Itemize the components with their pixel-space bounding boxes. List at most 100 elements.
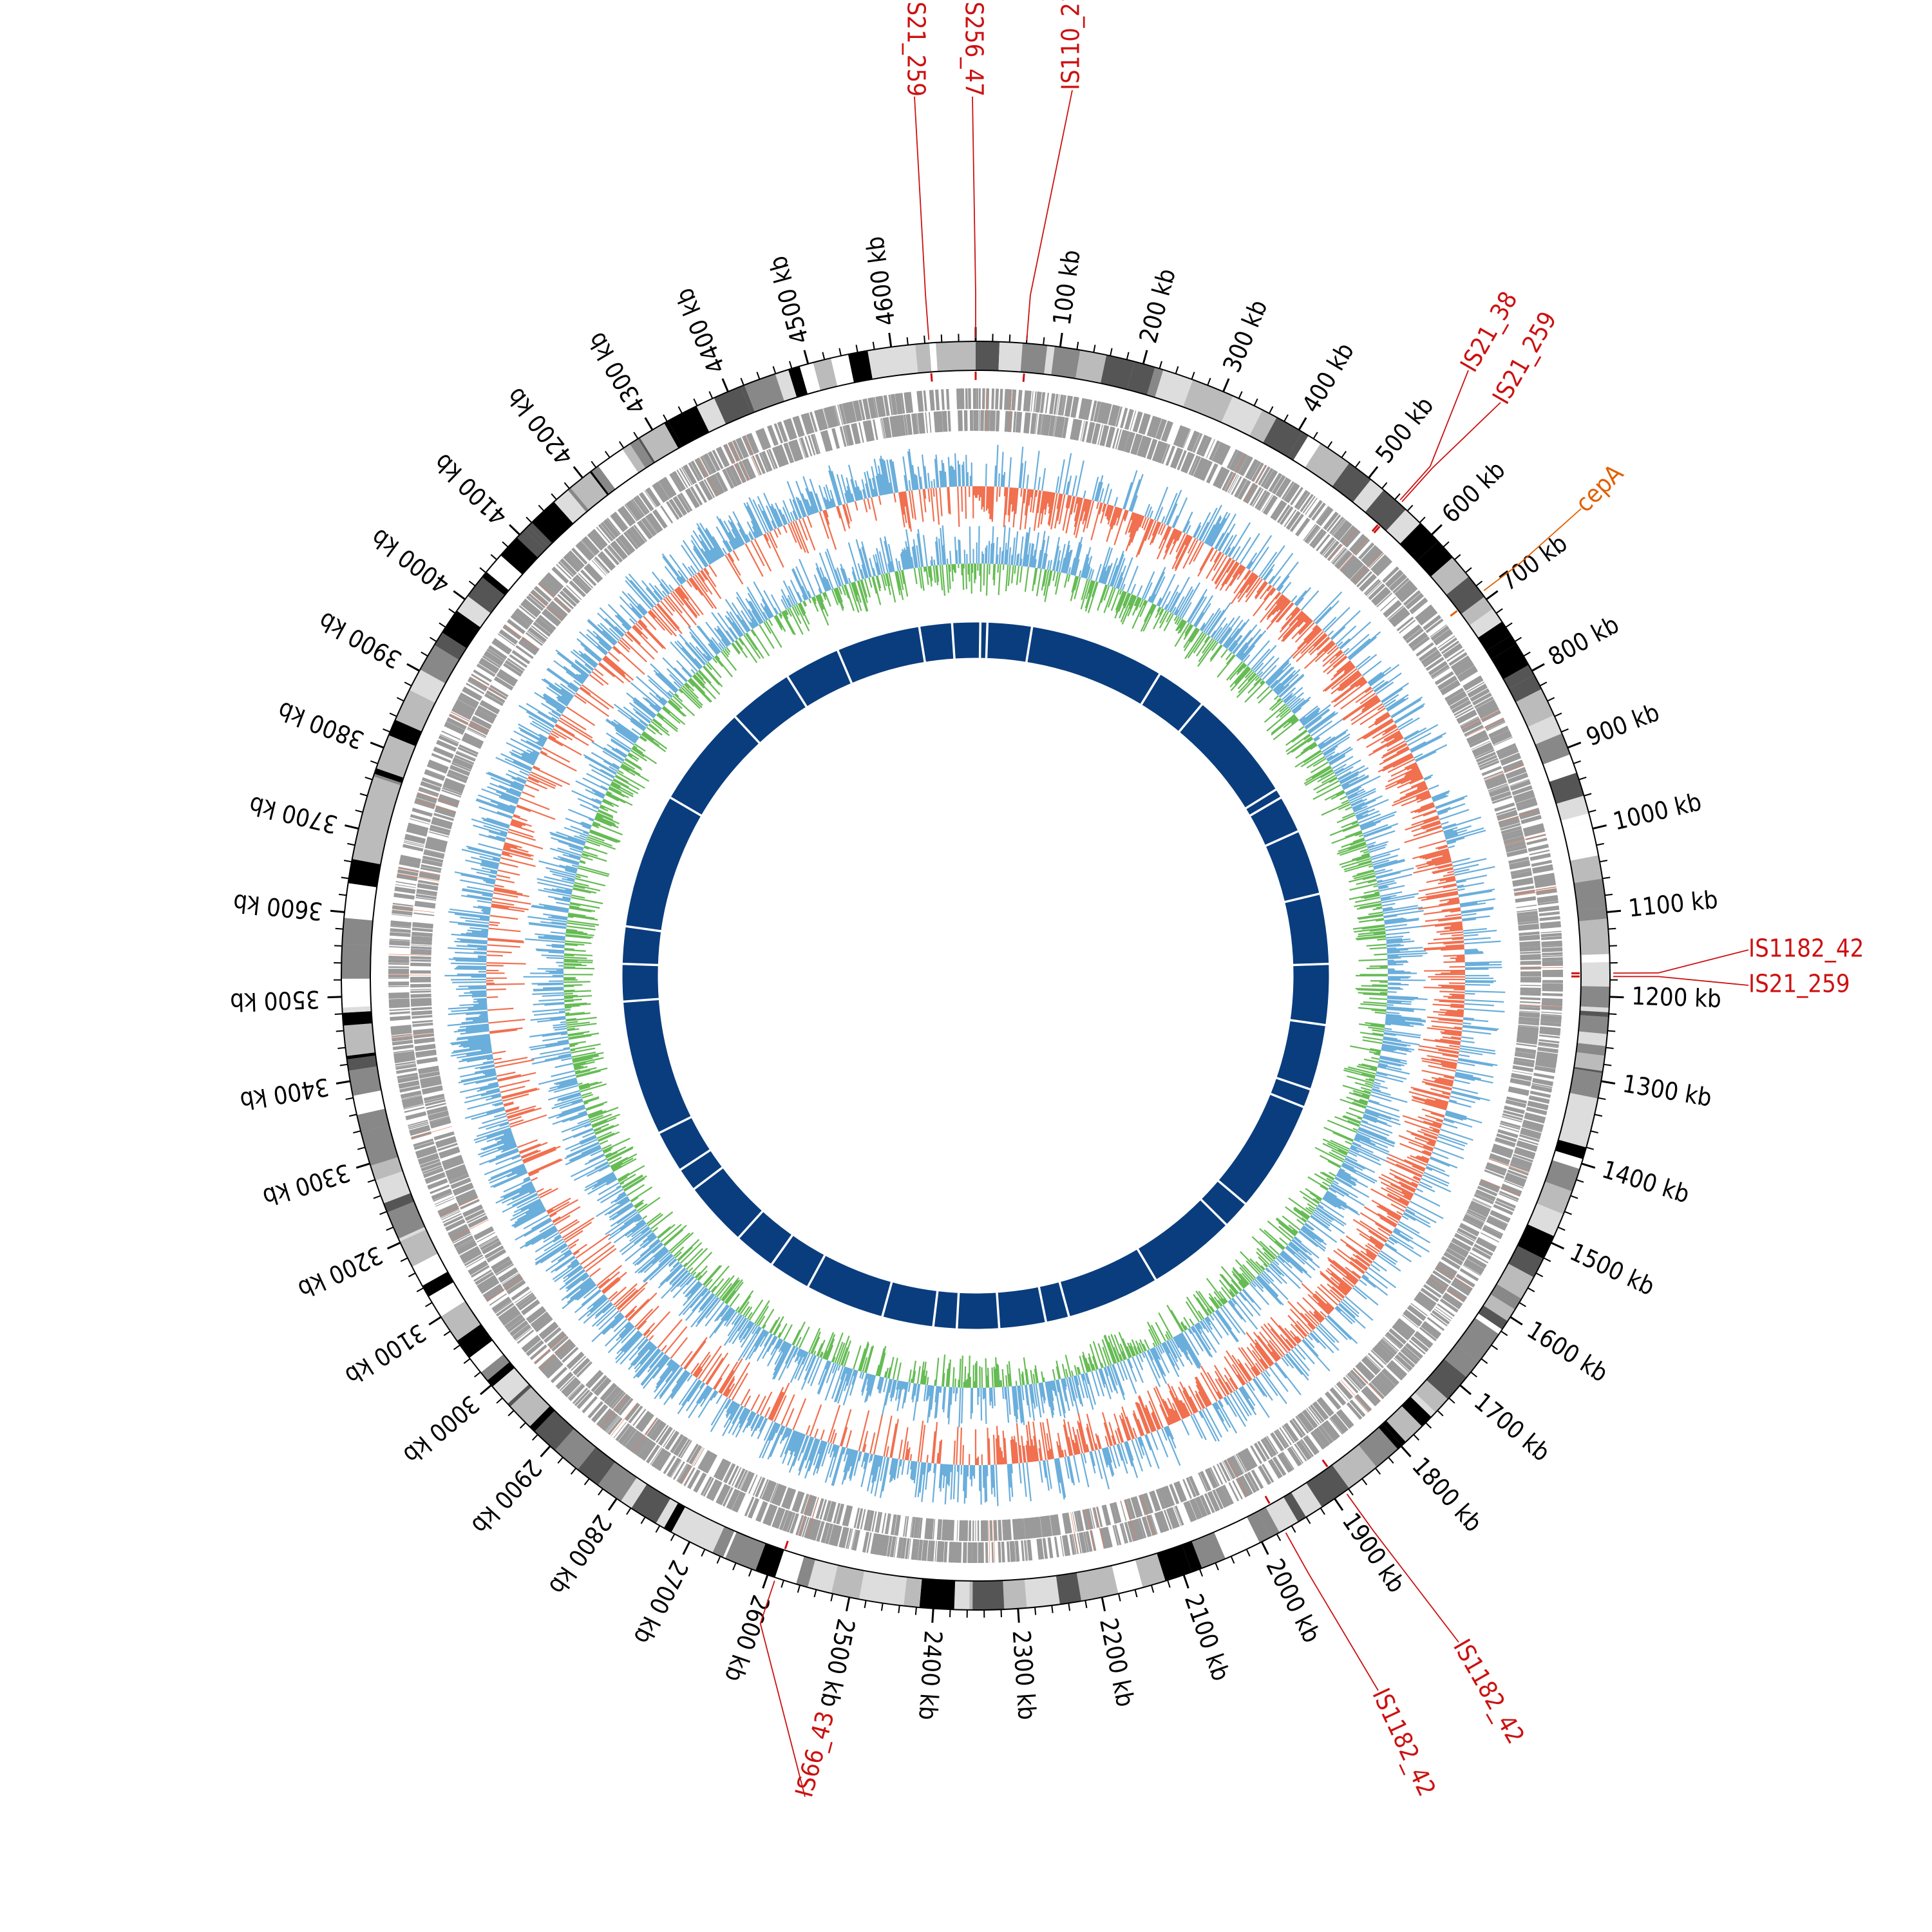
gene-feature bbox=[673, 1436, 687, 1455]
gene-feature bbox=[779, 421, 788, 442]
ideogram-band bbox=[1101, 355, 1135, 390]
gene-feature bbox=[1492, 795, 1513, 804]
gene-feature-highlight bbox=[1141, 1495, 1154, 1536]
gene-feature bbox=[514, 1291, 532, 1303]
minor-tick bbox=[1327, 441, 1333, 449]
gene-feature bbox=[1030, 391, 1034, 412]
gene-feature bbox=[1485, 719, 1505, 730]
gene-feature bbox=[674, 496, 688, 515]
gene-feature bbox=[502, 1273, 521, 1287]
gene-feature bbox=[446, 1220, 466, 1231]
gene-feature bbox=[542, 1325, 558, 1339]
major-tick bbox=[1368, 466, 1379, 478]
gene-feature bbox=[1475, 749, 1495, 759]
gene-feature bbox=[495, 1301, 513, 1314]
gene-feature bbox=[672, 497, 685, 516]
ideogram-band bbox=[346, 1052, 376, 1059]
gene-feature bbox=[637, 522, 651, 540]
gene-feature bbox=[1433, 1270, 1452, 1283]
gene-feature-highlight bbox=[1504, 834, 1546, 845]
gene-feature bbox=[786, 1512, 796, 1533]
gene-feature bbox=[1374, 1345, 1391, 1361]
gene-feature bbox=[1056, 394, 1060, 415]
ideogram-band bbox=[1580, 986, 1610, 1008]
gene-feature bbox=[1170, 1507, 1180, 1528]
gene-feature bbox=[895, 415, 901, 437]
gene-feature bbox=[1337, 1410, 1352, 1428]
gene-feature bbox=[996, 410, 999, 431]
gene-feature bbox=[397, 1075, 419, 1082]
gene-feature bbox=[462, 688, 482, 701]
gene-feature bbox=[1431, 1310, 1450, 1325]
ideogram-band bbox=[1003, 1579, 1027, 1609]
gene-feature bbox=[1435, 631, 1454, 646]
gene-feature bbox=[1029, 1539, 1033, 1560]
gene-feature bbox=[1529, 849, 1550, 856]
ideogram-band bbox=[858, 1571, 889, 1604]
gene-feature bbox=[1297, 1441, 1310, 1459]
gene-feature bbox=[495, 1262, 513, 1274]
gene-feature bbox=[578, 540, 595, 558]
gene-feature bbox=[599, 1410, 614, 1428]
gene-feature bbox=[1325, 1392, 1340, 1410]
gene-feature bbox=[1457, 712, 1477, 724]
gene-feature bbox=[1083, 399, 1090, 420]
gene-feature bbox=[824, 407, 832, 428]
gene-feature bbox=[1542, 957, 1563, 960]
gene-feature bbox=[725, 468, 736, 488]
gene-feature bbox=[1498, 816, 1519, 825]
gene-feature bbox=[408, 1121, 429, 1128]
gene-feature bbox=[1510, 779, 1530, 786]
gene-feature bbox=[1157, 1489, 1165, 1510]
minor-tick bbox=[1570, 1195, 1578, 1199]
gene-feature bbox=[427, 1107, 448, 1114]
gene-feature bbox=[800, 1493, 808, 1514]
ideogram-band bbox=[915, 343, 932, 374]
gene-feature bbox=[699, 482, 710, 501]
gene-feature bbox=[583, 566, 600, 583]
gene-feature bbox=[464, 1254, 483, 1265]
gene-feature bbox=[480, 658, 500, 670]
gene-feature bbox=[1489, 787, 1510, 797]
gene-feature bbox=[1512, 788, 1533, 796]
gene-feature-highlight bbox=[449, 714, 488, 734]
gene-feature bbox=[414, 1040, 435, 1044]
gene-feature bbox=[796, 1515, 804, 1536]
gene-feature bbox=[826, 430, 833, 451]
ideogram-band bbox=[929, 342, 938, 372]
gene-feature bbox=[453, 704, 473, 715]
ideogram-band bbox=[1573, 1066, 1603, 1074]
gene-feature bbox=[954, 1542, 958, 1563]
gene-feature bbox=[1474, 696, 1493, 708]
gene-feature bbox=[851, 423, 858, 444]
gene-feature bbox=[633, 524, 647, 542]
ideogram-band bbox=[1056, 1572, 1082, 1605]
gene-feature bbox=[528, 627, 547, 643]
gene-feature bbox=[457, 1243, 477, 1255]
gene-feature bbox=[413, 1030, 434, 1036]
gene-feature bbox=[833, 405, 840, 426]
gene-feature bbox=[731, 464, 743, 485]
gene-feature bbox=[1484, 1169, 1504, 1179]
gene-feature bbox=[1202, 437, 1212, 457]
gene-feature bbox=[582, 1396, 598, 1414]
gene-feature bbox=[969, 1520, 971, 1541]
gene-feature bbox=[1439, 637, 1457, 652]
gene-feature bbox=[1069, 1534, 1075, 1555]
gene-feature bbox=[1457, 710, 1476, 722]
gene-feature-highlight bbox=[1086, 1509, 1095, 1551]
gene-feature bbox=[1508, 775, 1529, 784]
gene-feature bbox=[1193, 457, 1204, 478]
gene-feature bbox=[1186, 1477, 1197, 1497]
gene-feature bbox=[1519, 943, 1540, 948]
gene-feature bbox=[503, 624, 522, 639]
gene-feature bbox=[1149, 1491, 1159, 1512]
ideogram-band bbox=[589, 471, 609, 495]
gene-feature bbox=[1339, 1409, 1354, 1426]
gene-feature bbox=[1497, 1129, 1519, 1137]
gene-feature bbox=[734, 463, 746, 483]
gene-feature bbox=[690, 486, 703, 506]
ideogram-band bbox=[1552, 1150, 1583, 1170]
ideogram-band bbox=[744, 374, 784, 412]
gene-feature bbox=[677, 1439, 691, 1458]
